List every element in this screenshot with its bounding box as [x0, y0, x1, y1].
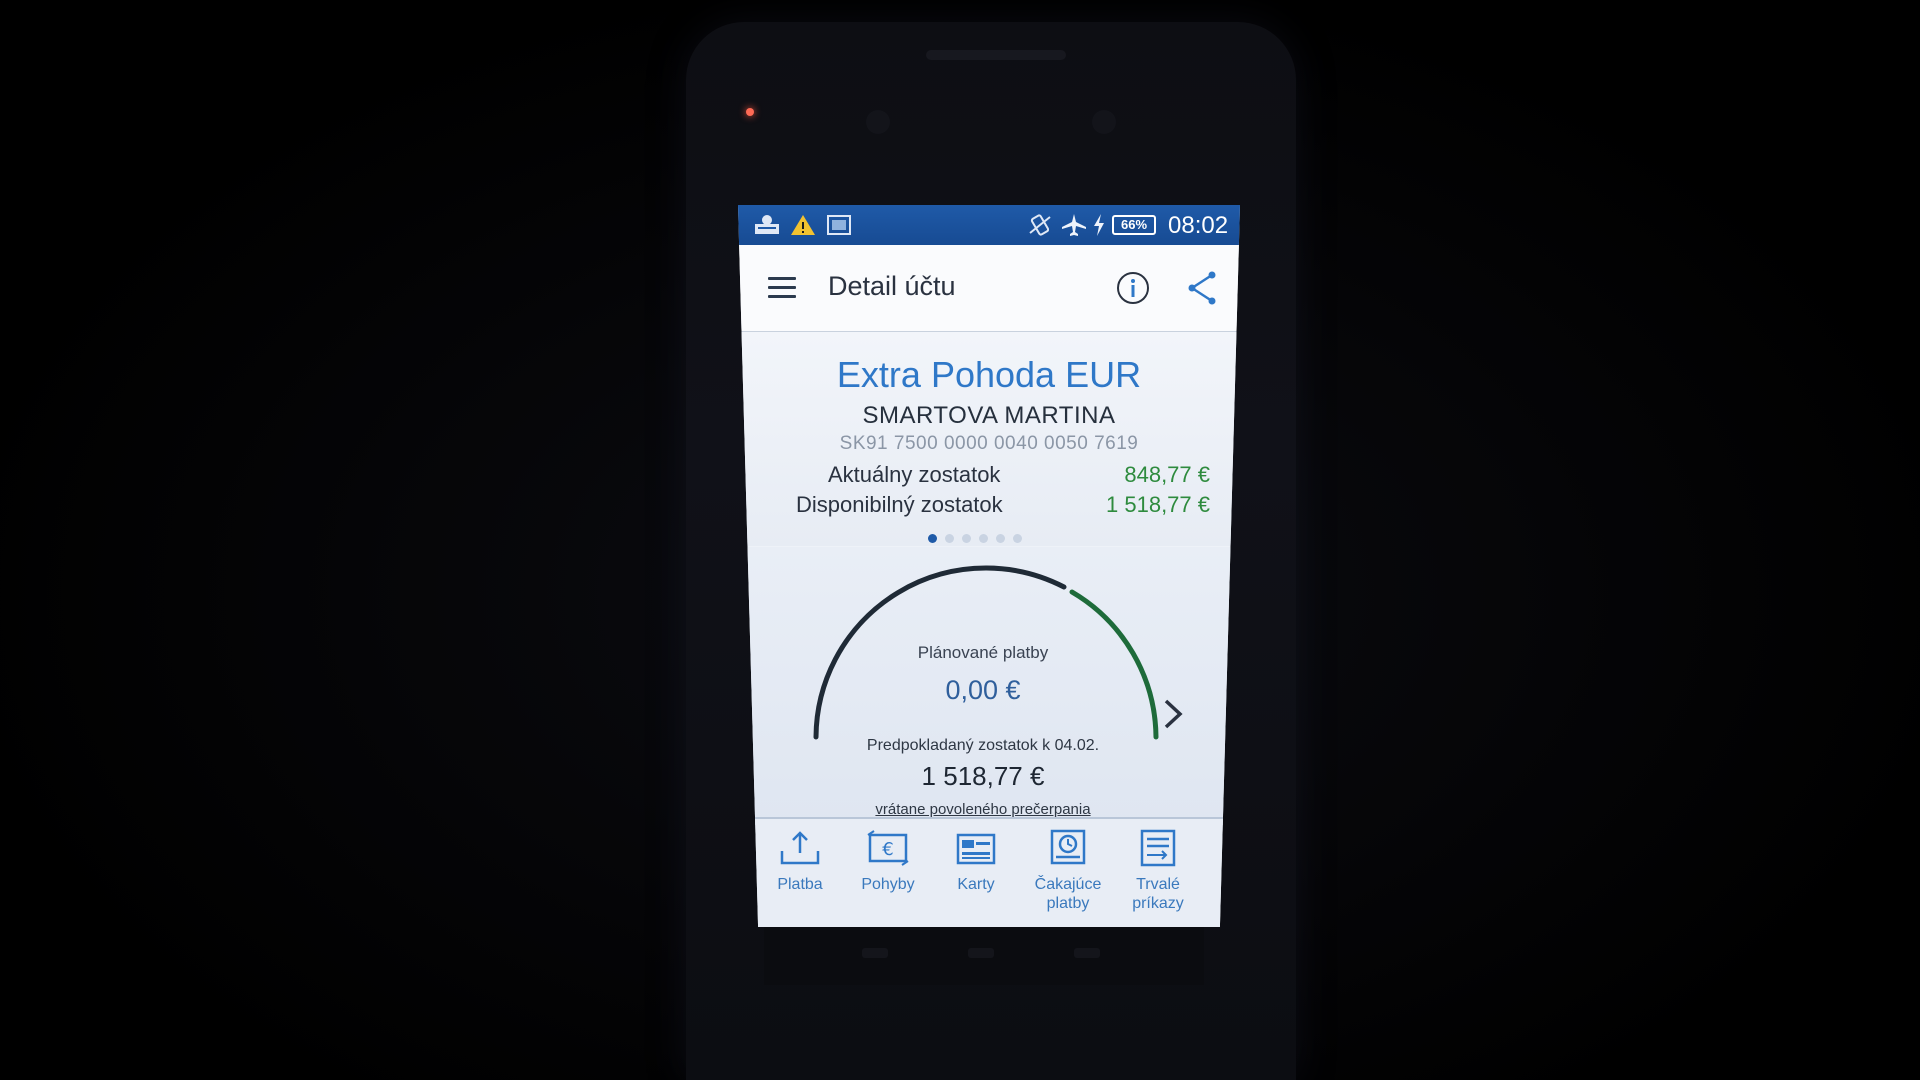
page-title: Detail účtu [828, 271, 956, 301]
bank-app-icon [752, 213, 782, 237]
info-icon[interactable] [1116, 271, 1150, 305]
current-balance-value: 848,77 € [1124, 462, 1210, 487]
overdraft-note: vrátane povoleného prečerpania [875, 801, 1091, 818]
back-softkey[interactable] [862, 948, 888, 958]
planned-payments-gauge[interactable]: Plánované platby 0,00 € Predpokladaný zo… [738, 547, 1240, 825]
phone-sensor [866, 110, 890, 134]
pager-dot[interactable] [979, 534, 988, 543]
warning-icon [790, 213, 816, 237]
nav-standing-orders[interactable]: Trvalé príkazy [1112, 819, 1204, 927]
projected-balance-label: Predpokladaný zostatok k 04.02. [866, 737, 1100, 754]
phone-screen: 66% 08:02 Detail účtu Extra [738, 205, 1240, 927]
pager-dot[interactable] [945, 534, 954, 543]
nav-transactions[interactable]: € Pohyby [842, 819, 934, 927]
menu-icon[interactable] [768, 277, 796, 299]
pager-dot[interactable] [962, 534, 971, 543]
upload-icon [780, 831, 820, 865]
airplane-icon [1060, 213, 1088, 237]
battery-indicator: 66% [1112, 215, 1156, 235]
account-iban: SK91 7500 0000 0040 0050 7619 [839, 433, 1139, 454]
nav-label: Trvalé príkazy [1132, 876, 1184, 912]
nav-label: Platba [777, 876, 823, 893]
nav-pending-payments[interactable]: Čakajúce platby [1022, 819, 1114, 927]
app-bar: Detail účtu [738, 245, 1240, 332]
card-icon [956, 833, 996, 865]
clock-document-icon [1050, 829, 1086, 865]
account-pager[interactable] [928, 530, 1030, 543]
screenshot-icon [826, 213, 852, 237]
share-icon[interactable] [1184, 269, 1220, 307]
status-bar: 66% 08:02 [738, 205, 1240, 245]
standing-order-icon [1140, 829, 1176, 867]
vibrate-icon [1026, 213, 1054, 237]
account-card[interactable]: Extra Pohoda EUR SMARTOVA MARTINA SK91 7… [738, 332, 1240, 546]
planned-payments-label: Plánované platby [917, 643, 1049, 662]
gauge-arc [813, 565, 1159, 740]
pager-dot[interactable] [996, 534, 1005, 543]
notification-led [746, 108, 754, 116]
available-balance-value: 1 518,77 € [1106, 492, 1210, 517]
phone-speaker [926, 50, 1066, 60]
bottom-navigation: Platba € Pohyby Karty [738, 817, 1240, 927]
chevron-right-icon[interactable] [1160, 697, 1186, 731]
nav-label: Pohyby [861, 876, 915, 893]
nav-label: Karty [957, 876, 995, 893]
projected-balance-value: 1 518,77 € [921, 761, 1045, 791]
nav-payment[interactable]: Platba [754, 819, 846, 927]
menu-softkey[interactable] [1074, 948, 1100, 958]
euro-transfer-icon: € [867, 830, 909, 866]
phone-camera [1092, 110, 1116, 134]
clock: 08:02 [1168, 212, 1229, 239]
current-balance-label: Aktuálny zostatok [828, 462, 1001, 487]
nav-label: Čakajúce platby [1034, 876, 1102, 912]
account-name: Extra Pohoda EUR [836, 354, 1142, 395]
planned-payments-value: 0,00 € [945, 675, 1021, 705]
nav-cards[interactable]: Karty [930, 819, 1022, 927]
account-holder: SMARTOVA MARTINA [862, 402, 1116, 429]
available-balance-label: Disponibilný zostatok [796, 492, 1003, 517]
home-softkey[interactable] [968, 948, 994, 958]
charging-icon [1092, 213, 1106, 237]
pager-dot[interactable] [1013, 534, 1022, 543]
svg-text:€: € [882, 839, 893, 860]
pager-dot[interactable] [928, 534, 937, 543]
